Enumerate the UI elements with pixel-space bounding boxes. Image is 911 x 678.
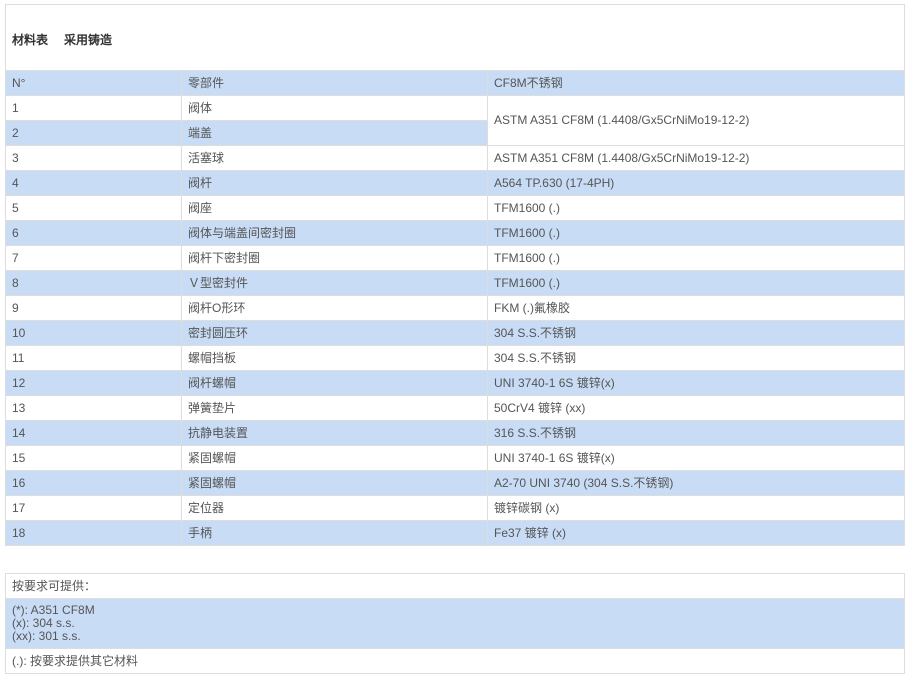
table-row: 15 紧固螺帽 UNI 3740-1 6S 镀锌(x) (5, 445, 905, 471)
title-part1: 材料表 (12, 33, 49, 47)
cell-material: 304 S.S.不锈钢 (487, 345, 905, 371)
cell-part: 定位器 (181, 495, 488, 521)
cell-part: 阀座 (181, 195, 488, 221)
cell-part: 螺帽挡板 (181, 345, 488, 371)
cell-no: 13 (5, 395, 182, 421)
cell-part: 紧固螺帽 (181, 470, 488, 496)
cell-no: 10 (5, 320, 182, 346)
note-line: (xx): 301 s.s. (12, 629, 81, 643)
cell-no: 4 (5, 170, 182, 196)
header-material: CF8M不锈钢 (487, 70, 905, 96)
cell-no: 14 (5, 420, 182, 446)
cell-no: 15 (5, 445, 182, 471)
cell-material: 镀锌碳钢 (x) (487, 495, 905, 521)
table-row: 7 阀杆下密封圈 TFM1600 (.) (5, 245, 905, 271)
cell-material: UNI 3740-1 6S 镀锌(x) (487, 370, 905, 396)
cell-part: 阀杆螺帽 (181, 370, 488, 396)
table-row: 17 定位器 镀锌碳钢 (x) (5, 495, 905, 521)
table-row: 13 弹簧垫片 50CrV4 镀锌 (xx) (5, 395, 905, 421)
cell-material: 50CrV4 镀锌 (xx) (487, 395, 905, 421)
cell-part: 阀杆O形环 (181, 295, 488, 321)
table-title: 材料表 采用铸造 (5, 4, 905, 71)
materials-table: 材料表 采用铸造 N° 零部件 CF8M不锈钢 1 阀体 ASTM A351 CF8M (… (5, 4, 905, 546)
cell-part: 活塞球 (181, 145, 488, 171)
notes-lines: (*): A351 CF8M (x): 304 s.s. (xx): 301 s.s… (5, 598, 905, 649)
cell-no: 1 (5, 95, 182, 121)
table-row: 8 Ｖ型密封件 TFM1600 (.) (5, 270, 905, 296)
cell-material: FKM (.)氟橡胶 (487, 295, 905, 321)
cell-material: 304 S.S.不锈钢 (487, 320, 905, 346)
cell-part: 紧固螺帽 (181, 445, 488, 471)
cell-part: Ｖ型密封件 (181, 270, 488, 296)
cell-no: 11 (5, 345, 182, 371)
table-row: 4 阀杆 A564 TP.630 (17-4PH) (5, 170, 905, 196)
table-row: 1 阀体 ASTM A351 CF8M (1.4408/Gx5CrNiMo19-12… (5, 95, 905, 146)
cell-no: 16 (5, 470, 182, 496)
note-line: (*): A351 CF8M (12, 603, 95, 617)
table-header: N° 零部件 CF8M不锈钢 (5, 70, 905, 96)
header-part: 零部件 (181, 70, 488, 96)
cell-material: A2-70 UNI 3740 (304 S.S.不锈钢) (487, 470, 905, 496)
cell-no: 3 (5, 145, 182, 171)
title-part2: 采用铸造 (64, 33, 113, 47)
table-row: 6 阀体与端盖间密封圈 TFM1600 (.) (5, 220, 905, 246)
header-no: N° (5, 70, 182, 96)
table-row: 12 阀杆螺帽 UNI 3740-1 6S 镀锌(x) (5, 370, 905, 396)
cell-material: TFM1600 (.) (487, 245, 905, 271)
cell-material: Fe37 镀锌 (x) (487, 520, 905, 546)
cell-no: 5 (5, 195, 182, 221)
cell-no: 12 (5, 370, 182, 396)
cell-part: 阀体 (181, 95, 488, 121)
table-row: 10 密封圆压环 304 S.S.不锈钢 (5, 320, 905, 346)
cell-no: 8 (5, 270, 182, 296)
cell-material: TFM1600 (.) (487, 270, 905, 296)
cell-no: 9 (5, 295, 182, 321)
cell-no: 6 (5, 220, 182, 246)
cell-no: 18 (5, 520, 182, 546)
cell-no: 2 (5, 120, 182, 146)
cell-material: A564 TP.630 (17-4PH) (487, 170, 905, 196)
table-row: 11 螺帽挡板 304 S.S.不锈钢 (5, 345, 905, 371)
table-row: 16 紧固螺帽 A2-70 UNI 3740 (304 S.S.不锈钢) (5, 470, 905, 496)
note-line: (x): 304 s.s. (12, 616, 75, 630)
table-row: 18 手柄 Fe37 镀锌 (x) (5, 520, 905, 546)
cell-material: ASTM A351 CF8M (1.4408/Gx5CrNiMo19-12-2) (487, 145, 905, 171)
cell-no: 7 (5, 245, 182, 271)
cell-material: 316 S.S.不锈钢 (487, 420, 905, 446)
table-row: 5 阀座 TFM1600 (.) (5, 195, 905, 221)
cell-part: 阀杆 (181, 170, 488, 196)
cell-material: TFM1600 (.) (487, 195, 905, 221)
cell-part: 弹簧垫片 (181, 395, 488, 421)
cell-no: 17 (5, 495, 182, 521)
cell-part: 阀杆下密封圈 (181, 245, 488, 271)
table-row: 14 抗静电装置 316 S.S.不锈钢 (5, 420, 905, 446)
cell-part: 端盖 (181, 120, 488, 146)
cell-part: 抗静电装置 (181, 420, 488, 446)
notes-table: 按要求可提供： (*): A351 CF8M (x): 304 s.s. (xx):… (5, 573, 905, 674)
notes-footer: (.): 按要求提供其它材料 (5, 648, 905, 674)
cell-part: 阀体与端盖间密封圈 (181, 220, 488, 246)
table-row: 9 阀杆O形环 FKM (.)氟橡胶 (5, 295, 905, 321)
cell-material: UNI 3740-1 6S 镀锌(x) (487, 445, 905, 471)
cell-part: 手柄 (181, 520, 488, 546)
notes-heading: 按要求可提供： (5, 573, 905, 599)
cell-material: ASTM A351 CF8M (1.4408/Gx5CrNiMo19-12-2) (487, 95, 905, 146)
table-row: 3 活塞球 ASTM A351 CF8M (1.4408/Gx5CrNiMo19-1… (5, 145, 905, 171)
cell-material: TFM1600 (.) (487, 220, 905, 246)
cell-part: 密封圆压环 (181, 320, 488, 346)
